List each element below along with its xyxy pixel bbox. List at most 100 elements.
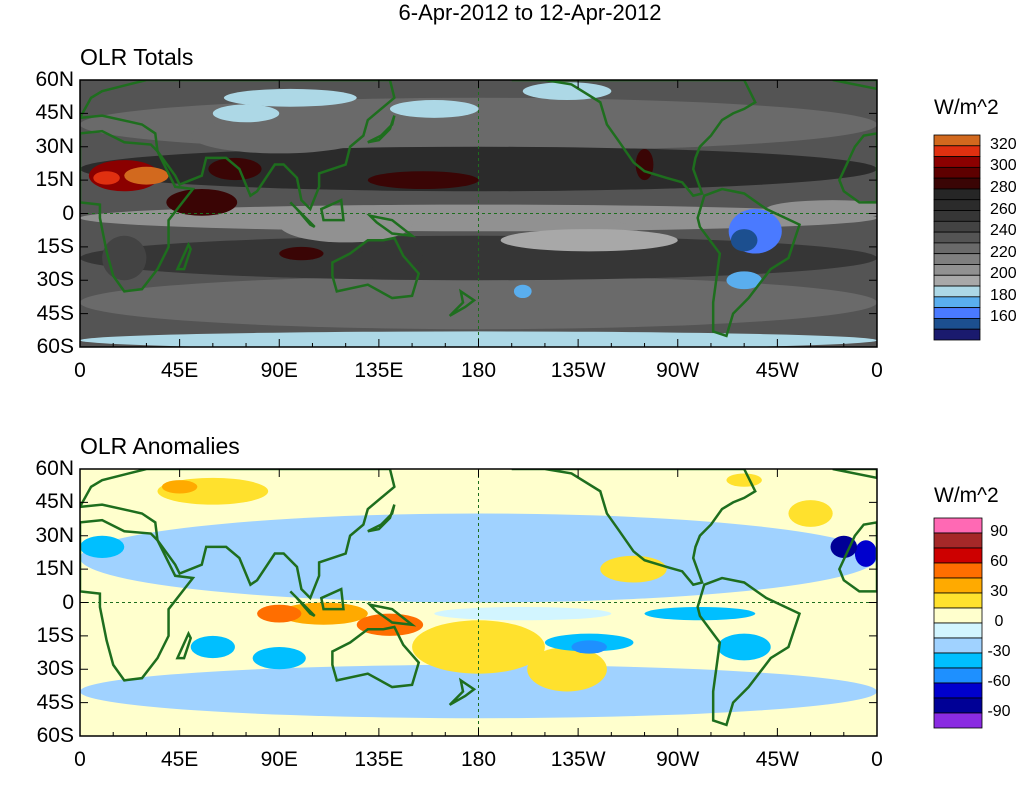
lat-tick-label: 60N [35, 457, 74, 480]
lat-tick-label: 30N [35, 134, 74, 158]
lon-tick-label: 0 [871, 748, 883, 771]
coastline-indonesia1 [289, 590, 316, 617]
colorbar-swatch [933, 264, 981, 276]
coastline-africaE [80, 129, 196, 293]
colorbar-label: -30 [987, 643, 1011, 660]
contour-region [93, 171, 120, 185]
colorbar-swatch [933, 712, 983, 729]
contour-region [80, 235, 877, 281]
contour-region [80, 535, 125, 558]
coastline-nz [448, 288, 477, 317]
contour-region [212, 104, 280, 123]
lat-tick-label: 60S [36, 724, 74, 747]
colorbar-units-totals: W/m^2 [934, 96, 999, 119]
colorbar-swatch [933, 231, 981, 244]
colorbar-label: 320 [990, 135, 1017, 153]
coastline-greenland [832, 469, 877, 480]
coastline-newguinea [366, 213, 417, 238]
contour-region [830, 535, 858, 558]
coastline-madagascar [175, 241, 193, 271]
contour-region [730, 229, 758, 252]
colorbar-label: 260 [990, 200, 1017, 218]
colorbar-swatch [933, 188, 981, 201]
anomalies-map [79, 468, 878, 737]
colorbar-swatch [933, 210, 981, 222]
coastline-samerica [696, 576, 802, 727]
contour-region [223, 88, 357, 107]
lon-tick-label: 90E [260, 359, 298, 382]
colorbar-label: -60 [987, 673, 1011, 690]
lon-tick-label: 135E [354, 748, 404, 771]
colorbar-swatch [933, 199, 981, 211]
coastline-newguinea [366, 602, 417, 627]
lon-tick-label: 45W [755, 748, 799, 771]
colorbar-swatch [933, 307, 981, 319]
lat-tick-label: 45S [36, 690, 74, 714]
contour-region [412, 620, 545, 674]
lat-tick-label: 45S [36, 301, 74, 325]
contour-region [854, 540, 877, 567]
coastline-samerica [696, 187, 802, 338]
colorbar-label: 200 [990, 265, 1017, 283]
colorbar-swatch [933, 285, 981, 298]
lat-tick-label: 45N [35, 101, 74, 125]
coastline-namerica [511, 469, 757, 587]
colorbar-swatch [933, 296, 981, 309]
coastline-madagascar [175, 630, 193, 660]
lon-tick-label: 135E [354, 359, 404, 382]
lat-tick-label: 0 [62, 201, 74, 225]
colorbar-totals [933, 134, 981, 341]
lon-tick-label: 90W [656, 748, 700, 771]
contour-region [279, 246, 324, 261]
coastline-japan [367, 115, 396, 144]
colorbar-label: 280 [990, 178, 1017, 196]
colorbar-swatch [933, 156, 981, 168]
coastline-indonesia1 [289, 201, 316, 228]
contour-region [161, 480, 198, 494]
lat-tick-label: 30S [36, 657, 74, 681]
colorbar-swatch [933, 328, 981, 341]
coastline-nz [448, 677, 477, 706]
colorbar-swatch [933, 274, 981, 287]
colorbar-label: -90 [987, 703, 1011, 720]
colorbar-swatch [933, 145, 981, 157]
colorbar-swatch [933, 134, 981, 147]
lat-tick-label: 45N [35, 490, 74, 514]
contour-region [367, 171, 479, 190]
contour-region [726, 271, 762, 290]
colorbar-label: 0 [994, 613, 1004, 630]
panel-title-anomalies: OLR Anomalies [80, 433, 240, 459]
colorbar-label: 60 [990, 553, 1008, 570]
colorbar-label: 160 [990, 308, 1017, 326]
contour-region [166, 189, 238, 216]
contour-region [726, 473, 762, 487]
coastline-eurasia [80, 80, 396, 212]
contour-region [434, 606, 612, 621]
lat-tick-label: 0 [62, 590, 74, 614]
totals-map [79, 79, 878, 348]
contour-region [611, 209, 745, 227]
lon-tick-label: 90E [260, 748, 298, 771]
lon-tick-label: 0 [74, 748, 86, 771]
lon-tick-label: 135W [550, 359, 606, 382]
coastline-africaW [838, 521, 877, 593]
coastline-australia [331, 236, 421, 300]
contour-region [571, 640, 607, 654]
contour-region [208, 157, 262, 181]
contour-region [788, 500, 833, 527]
contour-region [527, 647, 607, 692]
contour-region [279, 602, 368, 625]
colorbar-label: 90 [990, 523, 1008, 540]
lat-tick-label: 30N [35, 523, 74, 547]
contour-region [124, 166, 169, 185]
colorbar-label: 180 [990, 286, 1017, 304]
coastline-eurasia [80, 469, 396, 601]
lon-tick-label: 135W [550, 748, 606, 771]
contour-region [80, 513, 877, 603]
colorbar-label: 30 [990, 583, 1008, 600]
coastline-africaE [80, 518, 196, 682]
lat-tick-label: 60S [36, 335, 74, 358]
figure-title: 6-Apr-2012 to 12-Apr-2012 [398, 0, 662, 25]
colorbar-swatch [933, 166, 981, 179]
